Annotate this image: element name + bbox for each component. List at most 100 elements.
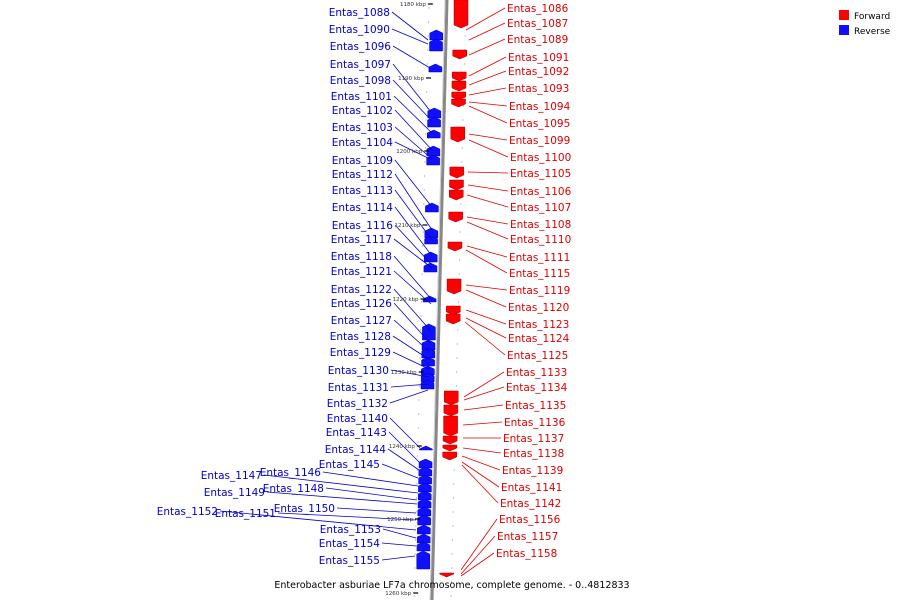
forward-gene-label: Entas_1125 <box>507 350 568 362</box>
reverse-gene-label: Entas_1126 <box>331 298 393 310</box>
track-dot <box>456 343 458 345</box>
reverse-gene-feature <box>416 533 431 544</box>
forward-gene-feature <box>448 211 463 223</box>
reverse-gene-label: Entas_1154 <box>319 538 381 550</box>
reverse-gene-label: Entas_1104 <box>332 137 394 149</box>
leader-line-reverse <box>393 302 431 344</box>
reverse-gene-label: Entas_1130 <box>328 365 389 377</box>
reverse-gene-feature <box>424 235 438 245</box>
tick-label: 1230 kbp <box>391 370 417 376</box>
leader-line-forward <box>460 518 498 571</box>
track-dot <box>415 497 418 499</box>
leader-line-forward <box>468 105 508 124</box>
forward-gene-label: Entas_1134 <box>506 382 568 394</box>
legend-swatch-forward <box>839 10 849 20</box>
track-dot <box>424 147 426 149</box>
leader-line-forward <box>461 455 501 471</box>
forward-gene-feature <box>449 166 465 179</box>
leader-line-reverse <box>381 463 419 479</box>
track-dot <box>461 161 463 163</box>
reverse-gene-feature <box>417 524 431 535</box>
track-dot <box>452 511 454 513</box>
track-dot <box>426 63 428 65</box>
track-dot <box>417 427 419 429</box>
track-dot <box>420 329 422 331</box>
gene-labels: Entas_1088 Entas_1090 Entas_1096 Entas_1097… <box>157 3 572 567</box>
reverse-gene-feature <box>429 38 443 52</box>
track-dot <box>413 581 416 583</box>
reverse-gene-label: Entas_1116 <box>332 220 394 232</box>
leader-line-forward <box>466 221 509 240</box>
forward-gene-label: Entas_1135 <box>505 400 566 412</box>
track-dot <box>415 525 417 527</box>
reverse-gene-label: Entas_1145 <box>319 459 380 471</box>
track-dot <box>425 133 427 135</box>
reverse-gene-feature <box>418 466 433 477</box>
track-dot <box>458 273 460 275</box>
forward-gene-feature <box>443 404 459 417</box>
leader-line-forward <box>465 317 507 339</box>
leader-line-reverse <box>381 555 416 561</box>
leader-line-reverse <box>277 512 417 521</box>
tick-label: 1200 kbp <box>396 149 422 155</box>
track-dot <box>414 539 417 541</box>
forward-gene-label: Entas_1139 <box>502 465 563 477</box>
track-dot <box>421 273 423 275</box>
track-dot <box>413 595 415 597</box>
leader-line-forward <box>467 184 509 192</box>
forward-gene-label: Entas_1100 <box>510 152 571 164</box>
reverse-gene-feature <box>428 63 443 73</box>
forward-gene-label: Entas_1141 <box>501 482 562 494</box>
track-dot <box>459 231 461 233</box>
forward-gene-label: Entas_1138 <box>503 448 564 460</box>
track-dot <box>426 91 428 93</box>
forward-gene-label: Entas_1105 <box>510 168 571 180</box>
track-dot <box>428 7 430 9</box>
leader-line-forward <box>466 245 508 258</box>
track-dot <box>456 371 458 373</box>
reverse-gene-feature <box>418 474 432 485</box>
reverse-gene-feature <box>416 550 430 570</box>
forward-gene-feature <box>443 415 458 437</box>
leader-line-reverse <box>394 189 433 241</box>
reverse-gene-label: Entas_1129 <box>330 347 391 359</box>
leader-line-reverse <box>382 528 417 539</box>
track-dot <box>462 105 464 107</box>
forward-gene-feature <box>452 49 467 60</box>
leader-line-forward <box>468 70 507 86</box>
track-dot <box>414 567 416 569</box>
track-dot <box>424 161 426 163</box>
tick-label: 1250 kbp <box>387 517 413 523</box>
leader-line-forward <box>463 386 505 401</box>
leader-line-reverse <box>392 351 430 370</box>
gene-features <box>416 0 469 578</box>
reverse-gene-label: Entas_1096 <box>330 41 392 53</box>
reverse-gene-feature <box>423 251 438 263</box>
leader-line-forward <box>463 371 505 398</box>
track-dot <box>416 483 418 485</box>
leader-line-reverse <box>393 95 433 134</box>
reverse-gene-feature <box>417 498 432 509</box>
leader-line-forward <box>460 535 496 575</box>
forward-gene-label: Entas_1107 <box>510 202 571 214</box>
track-dot <box>453 483 455 485</box>
track-dot <box>455 385 457 387</box>
leader-line-forward <box>468 87 507 96</box>
track-dot <box>452 497 455 499</box>
leader-line-reverse <box>263 474 419 494</box>
reverse-gene-feature <box>419 445 433 451</box>
leader-line-reverse <box>393 319 431 353</box>
forward-gene-feature <box>451 71 467 82</box>
track-dot <box>418 413 420 415</box>
reverse-gene-feature <box>417 506 432 517</box>
reverse-gene-label: Entas_1147 <box>201 470 262 482</box>
leader-line-forward <box>461 461 500 488</box>
leader-line-reverse <box>391 28 429 45</box>
forward-gene-feature <box>450 126 466 143</box>
reverse-gene-label: Entas_1102 <box>332 105 393 117</box>
track-dot <box>423 189 425 191</box>
leader-line-reverse <box>322 471 419 487</box>
leader-line-forward <box>468 56 507 77</box>
forward-gene-label: Entas_1106 <box>510 186 572 198</box>
